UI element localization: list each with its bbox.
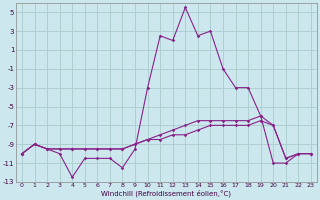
X-axis label: Windchill (Refroidissement éolien,°C): Windchill (Refroidissement éolien,°C) [101,190,231,197]
